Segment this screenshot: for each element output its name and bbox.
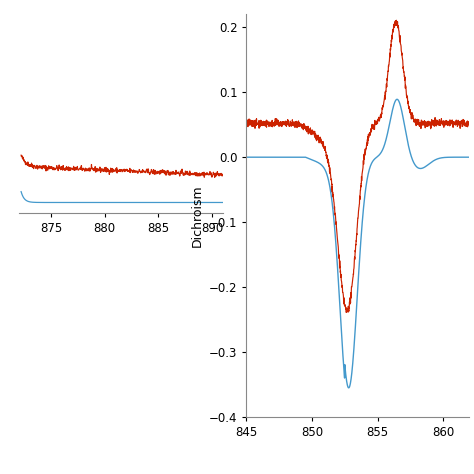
Y-axis label: Dichroism: Dichroism (191, 184, 203, 247)
